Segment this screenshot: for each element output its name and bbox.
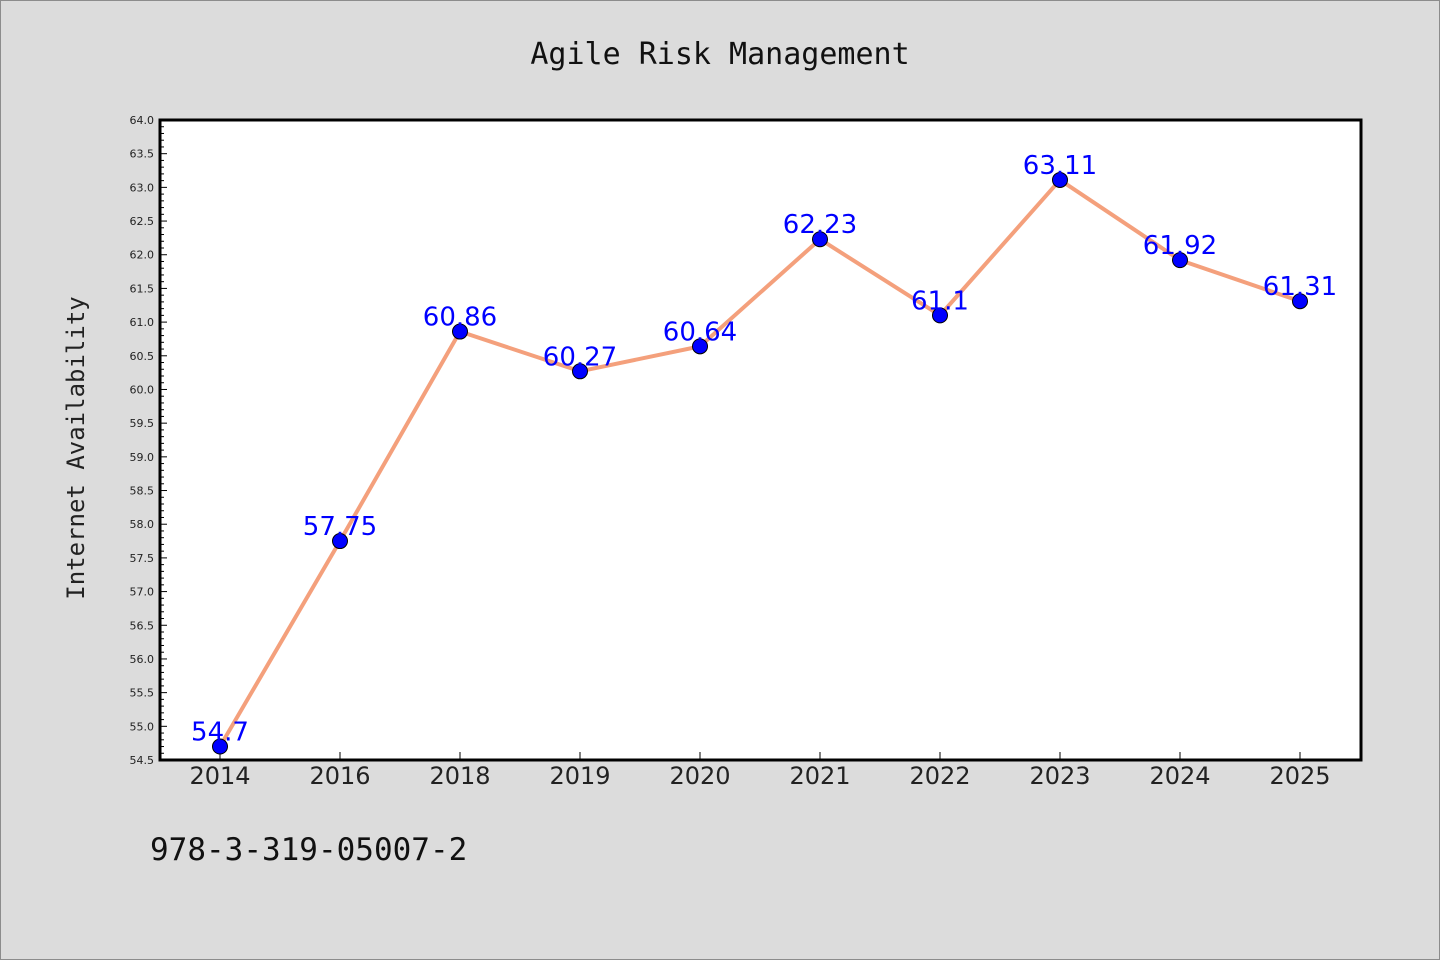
data-label: 62.23	[783, 210, 857, 240]
y-tick-label: 61.0	[130, 316, 155, 329]
data-label: 60.86	[423, 303, 497, 333]
y-axis-label: Internet Availability	[62, 296, 90, 599]
data-label: 61.31	[1263, 272, 1337, 302]
data-label: 60.64	[663, 317, 737, 347]
y-tick-label: 56.0	[130, 653, 155, 666]
y-tick-label: 54.5	[130, 754, 155, 767]
y-tick-label: 60.5	[130, 350, 155, 363]
data-point	[1292, 293, 1308, 310]
series-group	[212, 171, 1308, 755]
x-tick-label: 2021	[789, 762, 850, 790]
y-axis: 54.5 55.0 55.5 56.0 56.5 57.0 57.5 58.0 58.5 59.0…	[130, 114, 167, 767]
y-tick-label: 62.5	[130, 215, 155, 228]
x-tick-label: 2016	[309, 762, 370, 790]
y-tick-label: 55.0	[130, 720, 155, 733]
plot-area	[158, 118, 1363, 762]
y-tick-label: 64.0	[130, 114, 155, 127]
data-point	[812, 231, 828, 248]
data-point	[452, 323, 468, 340]
data-label: 63.11	[1023, 151, 1097, 181]
data-point	[932, 307, 948, 324]
x-tick-label: 2019	[549, 762, 610, 790]
data-point	[212, 738, 228, 755]
data-labels: 54.7 57.75 60.86 60.27 60.64 62.23 61.1 63.11 61…	[191, 151, 1337, 748]
data-point	[692, 338, 708, 355]
data-label: 61.92	[1143, 231, 1217, 261]
series-line	[218, 177, 1301, 748]
data-point	[332, 533, 348, 550]
x-tick-label: 2024	[1149, 762, 1210, 790]
y-tick-label: 62.0	[130, 249, 155, 262]
x-tick-label: 2023	[1029, 762, 1090, 790]
y-tick-label: 63.0	[130, 181, 155, 194]
x-tick-label: 2022	[909, 762, 970, 790]
y-tick-label: 58.5	[130, 485, 155, 498]
data-label: 61.1	[911, 286, 969, 316]
data-point	[572, 363, 588, 380]
x-tick-label: 2018	[429, 762, 490, 790]
data-point	[1172, 252, 1188, 269]
data-label: 57.75	[303, 512, 377, 542]
y-tick-label: 58.0	[130, 518, 155, 531]
y-tick-label: 59.5	[130, 417, 155, 430]
x-axis: 2014 2016 2018 2019 2020 2021 2022 2023 2024 2025	[189, 752, 1331, 790]
y-tick-label: 57.5	[130, 552, 155, 565]
x-tick-label: 2014	[189, 762, 250, 790]
y-tick-label: 56.5	[130, 619, 155, 632]
y-tick-label: 60.0	[130, 383, 155, 396]
footer-code: 978-3-319-05007-2	[150, 832, 468, 868]
y-tick-label: 63.5	[130, 148, 155, 161]
x-tick-label: 2020	[669, 762, 730, 790]
y-tick-label: 59.0	[130, 451, 155, 464]
y-tick-label: 55.5	[130, 687, 155, 700]
y-tick-label: 61.5	[130, 282, 155, 295]
data-label: 54.7	[191, 718, 249, 748]
data-label: 60.27	[543, 342, 617, 372]
chart-title: Agile Risk Management	[530, 37, 909, 72]
x-tick-label: 2025	[1269, 762, 1330, 790]
y-tick-label: 57.0	[130, 586, 155, 599]
data-point	[1052, 171, 1068, 188]
